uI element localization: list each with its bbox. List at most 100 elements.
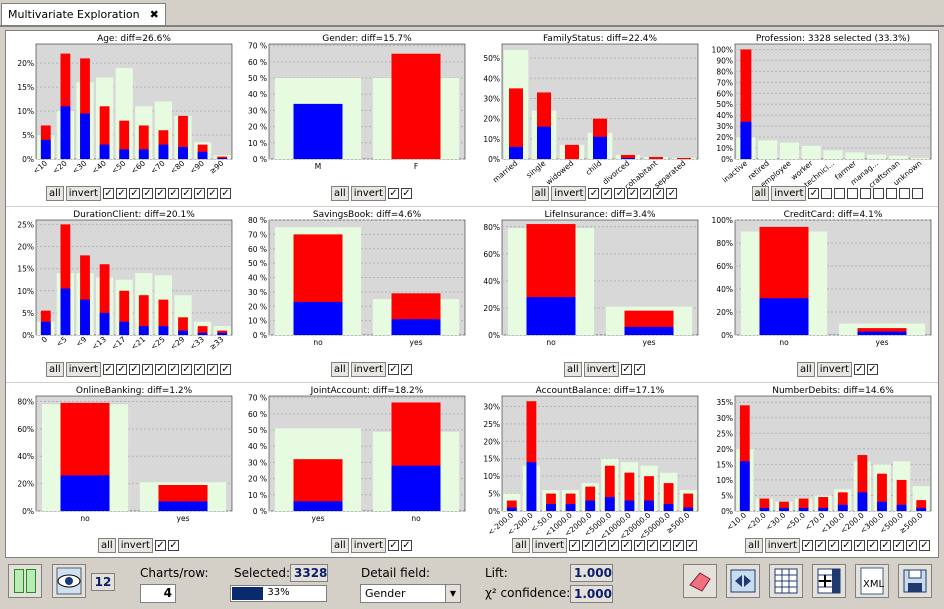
red-bar[interactable] bbox=[779, 501, 789, 511]
chevron-down-icon[interactable]: ▼ bbox=[445, 585, 460, 602]
blue-bar[interactable] bbox=[663, 504, 674, 511]
invert-button[interactable]: invert bbox=[551, 185, 587, 201]
chart-0[interactable]: Age: diff=26.6% 0% 5% 10% 15% 20% <10 <20 <30 <40… bbox=[6, 31, 239, 207]
blue-bar[interactable] bbox=[624, 500, 635, 511]
category-checkbox[interactable]: ✓ bbox=[627, 187, 639, 199]
add-column-button[interactable] bbox=[812, 564, 846, 598]
blue-bar[interactable] bbox=[546, 504, 556, 511]
category-checkbox[interactable]: ✓ bbox=[400, 187, 412, 199]
red-bar[interactable] bbox=[857, 455, 868, 511]
invert-button[interactable]: invert bbox=[350, 361, 386, 377]
category-checkbox[interactable] bbox=[886, 187, 898, 199]
category-checkbox[interactable]: ✓ bbox=[601, 187, 613, 199]
category-checkbox[interactable]: ✓ bbox=[588, 187, 600, 199]
blue-bar[interactable] bbox=[293, 501, 343, 511]
category-checkbox[interactable]: ✓ bbox=[400, 539, 412, 551]
blue-bar[interactable] bbox=[158, 144, 169, 159]
blue-bar[interactable] bbox=[119, 149, 130, 159]
red-bar[interactable] bbox=[683, 493, 694, 511]
blue-bar[interactable] bbox=[624, 326, 674, 335]
invert-button[interactable]: invert bbox=[531, 537, 567, 553]
blue-bar[interactable] bbox=[877, 501, 887, 511]
chart-9[interactable]: JointAccount: diff=18.2% 0 % 10 % 20 % 30 % 4… bbox=[239, 383, 472, 559]
blue-bar[interactable] bbox=[217, 158, 228, 159]
red-bar[interactable] bbox=[138, 125, 149, 159]
layout-columns-button[interactable] bbox=[8, 564, 42, 598]
blue-bar[interactable] bbox=[537, 126, 551, 159]
invert-button[interactable]: invert bbox=[65, 185, 101, 201]
category-checkbox[interactable] bbox=[834, 187, 846, 199]
invert-button[interactable]: invert bbox=[350, 537, 386, 553]
category-checkbox[interactable]: ✓ bbox=[827, 539, 839, 551]
blue-bar[interactable] bbox=[60, 288, 71, 335]
red-bar[interactable] bbox=[649, 156, 663, 159]
category-checkbox[interactable]: ✓ bbox=[167, 187, 179, 199]
blue-bar[interactable] bbox=[391, 465, 441, 511]
invert-button[interactable]: invert bbox=[117, 537, 153, 553]
category-checkbox[interactable]: ✓ bbox=[154, 539, 166, 551]
invert-button[interactable]: invert bbox=[816, 361, 852, 377]
red-bar[interactable] bbox=[644, 476, 654, 511]
category-checkbox[interactable] bbox=[847, 187, 859, 199]
category-checkbox[interactable]: ✓ bbox=[853, 539, 865, 551]
red-bar[interactable] bbox=[60, 224, 71, 335]
category-checkbox[interactable]: ✓ bbox=[219, 363, 231, 375]
blue-bar[interactable] bbox=[604, 497, 615, 511]
red-bar[interactable] bbox=[896, 479, 907, 511]
red-bar[interactable] bbox=[916, 500, 927, 511]
category-checkbox[interactable]: ✓ bbox=[206, 363, 218, 375]
blue-bar[interactable] bbox=[759, 507, 770, 511]
red-bar[interactable] bbox=[99, 106, 110, 159]
red-bar[interactable] bbox=[80, 58, 90, 159]
all-button[interactable]: all bbox=[531, 185, 550, 201]
red-bar[interactable] bbox=[158, 299, 169, 335]
all-button[interactable]: all bbox=[512, 537, 530, 553]
red-bar[interactable] bbox=[197, 326, 208, 335]
red-bar[interactable] bbox=[565, 144, 579, 159]
category-checkbox[interactable]: ✓ bbox=[866, 363, 878, 375]
blue-bar[interactable] bbox=[818, 507, 829, 511]
all-button[interactable]: all bbox=[564, 361, 582, 377]
all-button[interactable]: all bbox=[797, 361, 815, 377]
blue-bar[interactable] bbox=[593, 136, 607, 159]
xml-export-button[interactable]: XML bbox=[855, 564, 889, 598]
category-checkbox[interactable]: ✓ bbox=[154, 187, 166, 199]
blue-bar[interactable] bbox=[293, 103, 343, 159]
blue-bar[interactable] bbox=[857, 331, 907, 335]
category-checkbox[interactable]: ✓ bbox=[180, 187, 192, 199]
blue-bar[interactable] bbox=[621, 157, 635, 159]
category-checkbox[interactable]: ✓ bbox=[918, 539, 930, 551]
category-checkbox[interactable]: ✓ bbox=[193, 363, 205, 375]
category-checkbox[interactable]: ✓ bbox=[219, 187, 231, 199]
blue-bar[interactable] bbox=[506, 507, 517, 511]
category-checkbox[interactable]: ✓ bbox=[620, 363, 632, 375]
category-checkbox[interactable]: ✓ bbox=[633, 363, 645, 375]
chart-4[interactable]: DurationClient: diff=20.1% 0% 5% 10% 15% 20% 2… bbox=[6, 207, 239, 383]
category-checkbox[interactable]: ✓ bbox=[180, 363, 192, 375]
blue-bar[interactable] bbox=[158, 501, 208, 511]
invert-button[interactable]: invert bbox=[65, 361, 101, 377]
blue-bar[interactable] bbox=[99, 312, 110, 335]
category-checkbox[interactable]: ✓ bbox=[633, 539, 645, 551]
category-checkbox[interactable]: ✓ bbox=[115, 363, 127, 375]
blue-bar[interactable] bbox=[60, 475, 110, 511]
chart-8[interactable]: OnlineBanking: diff=1.2% 0% 20% 40% 60% 80% no… bbox=[6, 383, 239, 559]
blue-bar[interactable] bbox=[138, 149, 149, 159]
category-checkbox[interactable]: ✓ bbox=[128, 363, 140, 375]
grid-button[interactable] bbox=[769, 564, 803, 598]
category-checkbox[interactable]: ✓ bbox=[581, 539, 593, 551]
blue-bar[interactable] bbox=[197, 332, 208, 335]
category-checkbox[interactable]: ✓ bbox=[167, 539, 179, 551]
red-bar[interactable] bbox=[546, 493, 556, 511]
blue-bar[interactable] bbox=[391, 319, 441, 335]
category-checkbox[interactable] bbox=[873, 187, 885, 199]
chart-3[interactable]: Profession: 3328 selected (33.3%) 0% 10% 20… bbox=[705, 31, 938, 207]
category-checkbox[interactable] bbox=[899, 187, 911, 199]
blue-bar[interactable] bbox=[739, 461, 750, 511]
blue-bar[interactable] bbox=[644, 500, 654, 511]
invert-button[interactable]: invert bbox=[771, 185, 807, 201]
category-checkbox[interactable]: ✓ bbox=[666, 187, 678, 199]
red-bar[interactable] bbox=[217, 330, 228, 335]
close-icon[interactable]: ✖ bbox=[149, 8, 159, 21]
blue-bar[interactable] bbox=[158, 326, 169, 335]
